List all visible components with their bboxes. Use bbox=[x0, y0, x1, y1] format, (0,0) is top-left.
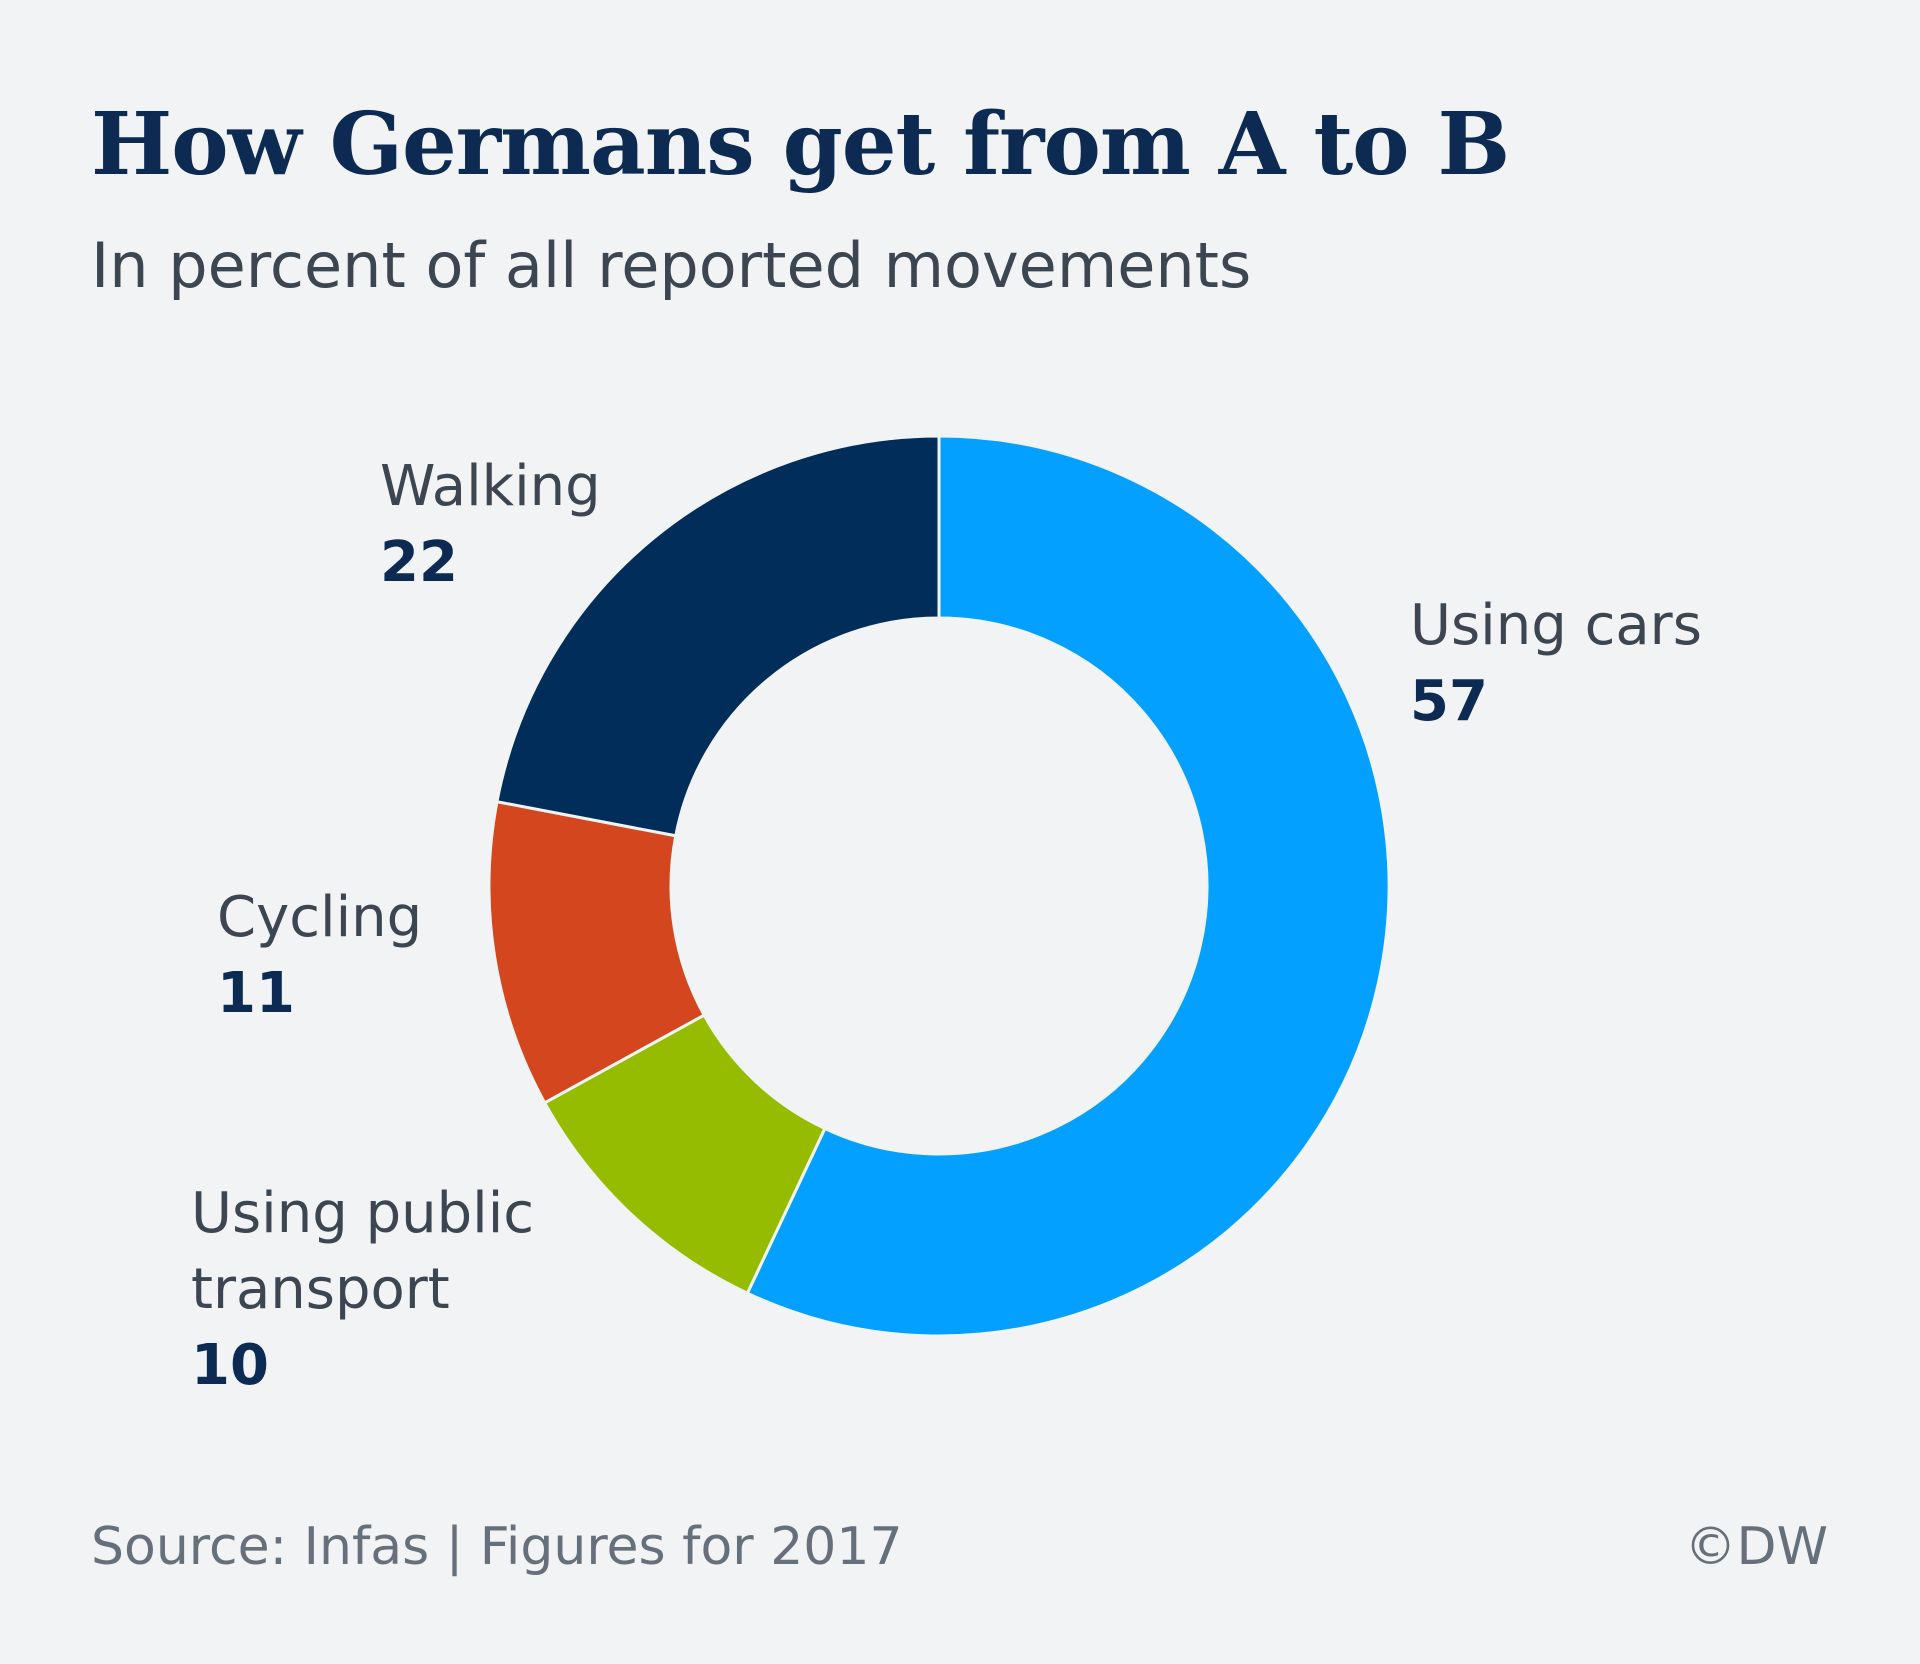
slice-value-using-cars: 57 bbox=[1410, 669, 1488, 734]
slice-label-using-cars: Using cars 57 bbox=[1410, 588, 1702, 740]
slice-name-using-cars: Using cars bbox=[1410, 593, 1702, 658]
credit-logo: ©DW bbox=[1684, 1517, 1828, 1577]
slice-value-using-public-transport: 10 bbox=[191, 1333, 269, 1398]
slice-label-using-public-transport: Using public transport 10 bbox=[191, 1176, 611, 1404]
slice-label-cycling: Cycling 11 bbox=[217, 880, 422, 1032]
source-note: Source: Infas | Figures for 2017 bbox=[91, 1517, 903, 1577]
slice-using-cars bbox=[745, 434, 1391, 1338]
slice-value-walking: 22 bbox=[380, 530, 458, 595]
slice-name-using-public-transport: Using public transport bbox=[191, 1181, 535, 1322]
slice-value-cycling: 11 bbox=[217, 961, 295, 1026]
chart-title: How Germans get from A to B bbox=[91, 94, 1510, 195]
slice-label-walking: Walking 22 bbox=[380, 449, 601, 601]
chart-subtitle: In percent of all reported movements bbox=[91, 229, 1252, 302]
slice-name-cycling: Cycling bbox=[217, 885, 423, 950]
slice-walking bbox=[495, 434, 941, 838]
slice-name-walking: Walking bbox=[380, 454, 601, 519]
